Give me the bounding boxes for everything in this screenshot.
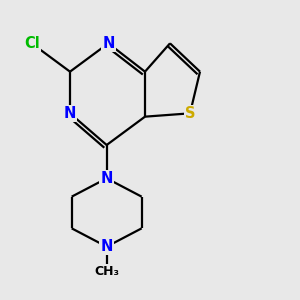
Text: N: N (100, 239, 113, 254)
Text: N: N (100, 171, 113, 186)
Text: N: N (102, 36, 115, 51)
Text: N: N (64, 106, 76, 121)
Text: Cl: Cl (24, 36, 40, 51)
Text: S: S (185, 106, 195, 121)
Text: CH₃: CH₃ (94, 265, 119, 278)
